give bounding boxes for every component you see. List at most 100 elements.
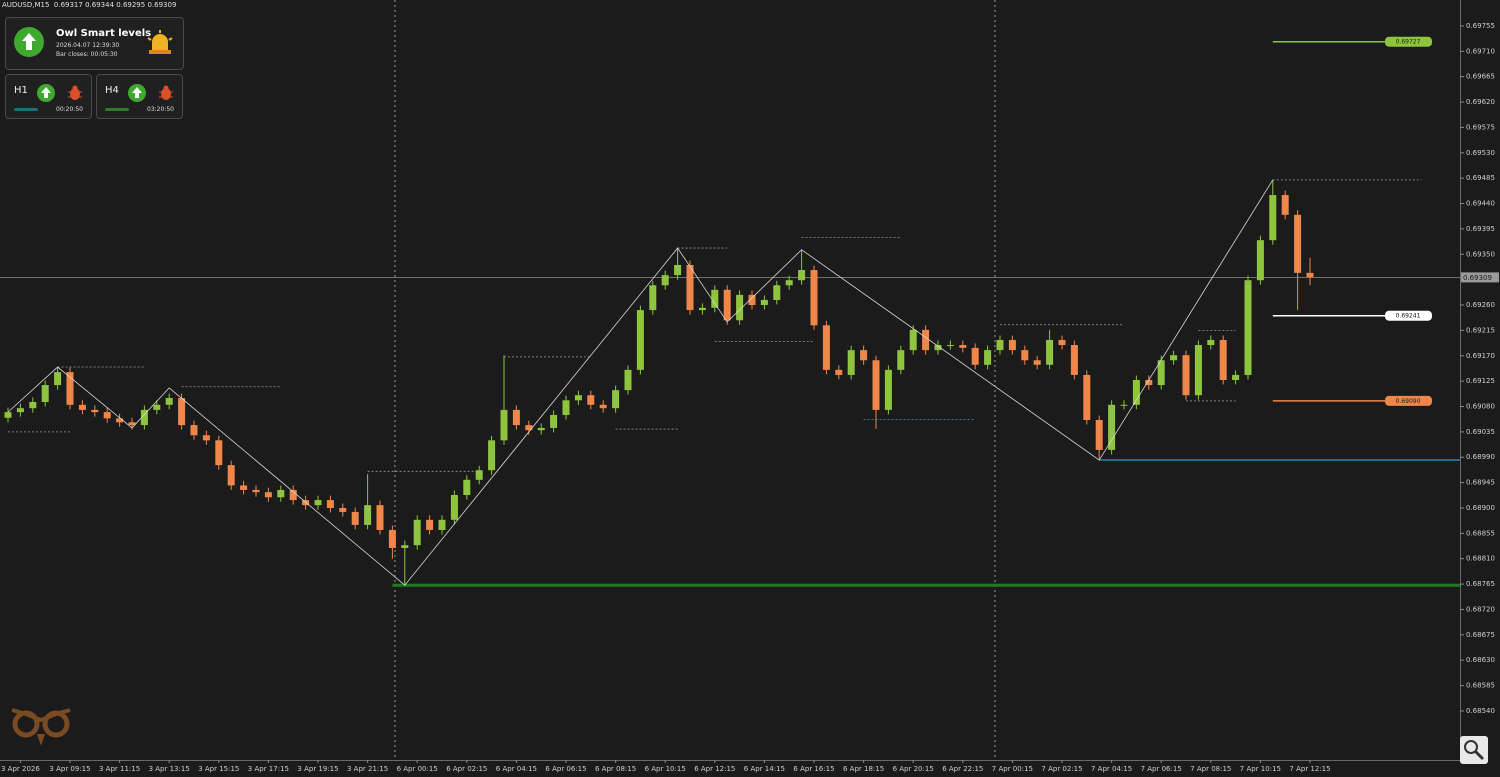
candle-body xyxy=(860,350,868,361)
timeframe-progress xyxy=(14,108,38,111)
candle-body xyxy=(872,360,880,410)
candle-body xyxy=(996,339,1004,351)
candle-body xyxy=(550,414,558,428)
candle-body xyxy=(785,280,793,286)
y-tick-label: 0.68630 xyxy=(1466,656,1495,664)
y-tick-label: 0.68675 xyxy=(1466,631,1495,639)
candle-body xyxy=(1046,339,1054,365)
timeframe-timer: 03:20:50 xyxy=(147,106,174,113)
candle-body xyxy=(165,398,173,405)
target-level-box xyxy=(1385,36,1432,47)
x-tick-label: 3 Apr 17:15 xyxy=(248,765,289,773)
x-tick-label: 6 Apr 00:15 xyxy=(397,765,438,773)
candle-body xyxy=(252,489,260,493)
candle-body xyxy=(1120,404,1128,406)
signal-up-icon xyxy=(14,27,44,57)
candle-body xyxy=(624,369,632,391)
owl-panel: Owl Smart levels 2026.04.07 12:39:30 Bar… xyxy=(5,17,184,70)
y-tick-label: 0.68720 xyxy=(1466,605,1495,613)
candle-body xyxy=(178,398,186,426)
candle-body xyxy=(760,299,768,306)
candle-body xyxy=(426,519,434,530)
candle-body xyxy=(16,408,24,413)
x-tick-label: 3 Apr 15:15 xyxy=(198,765,239,773)
x-tick-label: 3 Apr 21:15 xyxy=(347,765,388,773)
candle-body xyxy=(574,395,582,401)
candle-body xyxy=(240,485,248,490)
candle-body xyxy=(1294,214,1302,273)
candle-body xyxy=(128,422,136,426)
candle-body xyxy=(661,275,669,286)
candle-body xyxy=(190,425,198,436)
y-tick-label: 0.69170 xyxy=(1466,352,1495,360)
candle-body xyxy=(1269,195,1277,241)
x-tick-label: 6 Apr 08:15 xyxy=(595,765,636,773)
y-tick-label: 0.69035 xyxy=(1466,428,1495,436)
y-tick-label: 0.69575 xyxy=(1466,123,1495,131)
last-close: 0.69309 xyxy=(147,1,177,9)
candle-body xyxy=(1170,355,1178,361)
zigzag-line xyxy=(7,179,1274,586)
candle-body xyxy=(736,294,744,321)
candle-body xyxy=(413,519,421,546)
candle-body xyxy=(612,390,620,409)
candle-body xyxy=(1157,360,1165,386)
alarm-icon[interactable] xyxy=(147,30,173,56)
last-open: 0.69317 xyxy=(53,1,83,9)
y-tick-label: 0.69620 xyxy=(1466,98,1495,106)
y-tick-label: 0.68765 xyxy=(1466,580,1495,588)
candle-body xyxy=(314,500,322,506)
x-tick-label: 3 Apr 09:15 xyxy=(49,765,90,773)
candle-body xyxy=(326,500,334,508)
x-tick-label: 6 Apr 16:15 xyxy=(793,765,834,773)
candle-body xyxy=(922,329,930,351)
candle-body xyxy=(649,285,657,311)
candle-body xyxy=(438,519,446,530)
candle-body xyxy=(537,427,545,431)
candle-body xyxy=(525,425,533,431)
x-tick-label: 6 Apr 20:15 xyxy=(893,765,934,773)
target-level-label: 0.69241 xyxy=(1396,313,1421,320)
candle-body xyxy=(54,372,62,386)
candle-body xyxy=(153,404,161,410)
candle-body xyxy=(1281,195,1289,215)
candle-body xyxy=(463,479,471,496)
candle-body xyxy=(1219,339,1227,380)
timeframe-timer: 00:20:50 xyxy=(56,106,83,113)
candle-body xyxy=(636,310,644,370)
candle-body xyxy=(698,307,706,311)
current-price-box xyxy=(1461,272,1499,283)
x-tick-label: 7 Apr 12:15 xyxy=(1289,765,1330,773)
candle-body xyxy=(723,289,731,321)
x-tick-label: 7 Apr 06:15 xyxy=(1141,765,1182,773)
candle-body xyxy=(512,409,520,426)
x-tick-label: 3 Apr 11:15 xyxy=(99,765,140,773)
plot: 0.69727 0.69241 0.69090 xyxy=(0,36,1460,587)
candle-body xyxy=(674,264,682,276)
candle-body xyxy=(1083,374,1091,421)
candle-body xyxy=(909,329,917,351)
candle-body xyxy=(1207,339,1215,346)
candle-body xyxy=(897,350,905,370)
y-tick-label: 0.69440 xyxy=(1466,200,1495,208)
candle-body xyxy=(1033,360,1041,365)
candle-body xyxy=(215,440,223,466)
candle-body xyxy=(103,412,111,419)
y-tick-label: 0.69710 xyxy=(1466,47,1495,55)
candle-body xyxy=(959,345,967,348)
timeframe-panel: H4 03:20:50 xyxy=(96,74,183,119)
timeframe-up-icon xyxy=(128,84,146,102)
candle-body xyxy=(475,470,483,480)
panel-title: Owl Smart levels xyxy=(56,28,152,39)
y-tick-label: 0.68945 xyxy=(1466,479,1495,487)
zoom-button[interactable] xyxy=(1460,736,1488,764)
x-tick-label: 6 Apr 22:15 xyxy=(942,765,983,773)
candle-body xyxy=(500,409,508,441)
candle-body xyxy=(339,507,347,512)
x-tick-label: 7 Apr 04:15 xyxy=(1091,765,1132,773)
y-tick-label: 0.68990 xyxy=(1466,453,1495,461)
candle-body xyxy=(1244,280,1252,375)
candle-body xyxy=(822,325,830,370)
y-tick-label: 0.69665 xyxy=(1466,73,1495,81)
